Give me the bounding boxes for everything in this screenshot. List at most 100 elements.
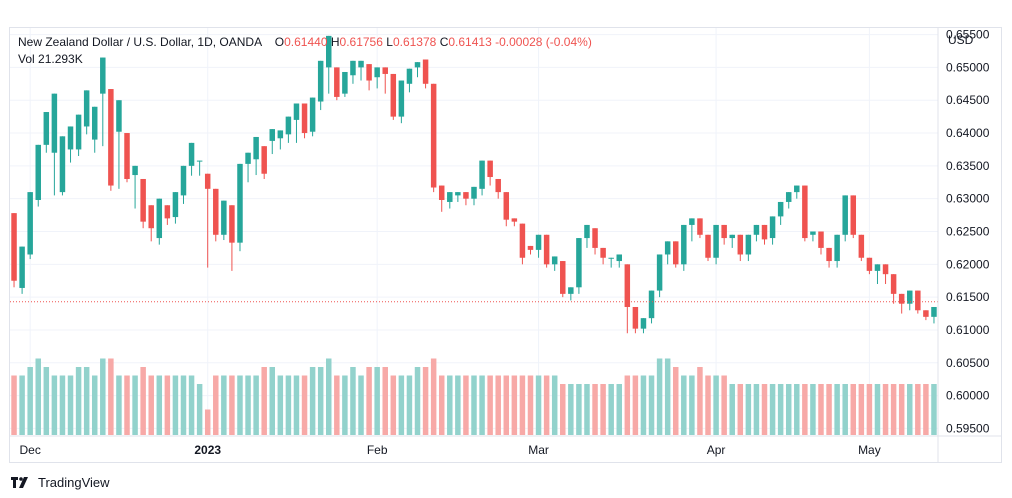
volume-bar bbox=[721, 375, 727, 435]
candle-body bbox=[866, 257, 873, 271]
volume-bar bbox=[285, 375, 292, 435]
candle-body bbox=[51, 93, 58, 153]
volume-bar bbox=[309, 367, 316, 435]
candle-body bbox=[253, 136, 259, 160]
candle-body bbox=[737, 234, 744, 255]
candle-body bbox=[664, 241, 671, 255]
volume-bar bbox=[83, 367, 90, 435]
candle-body bbox=[600, 247, 606, 258]
close-value: 0.61413 bbox=[448, 35, 492, 49]
candle-body bbox=[785, 192, 792, 202]
candle-body bbox=[810, 231, 816, 235]
volume-bar bbox=[67, 375, 74, 435]
volume-bar bbox=[777, 384, 784, 435]
candle-body bbox=[915, 290, 921, 311]
candle-body bbox=[624, 264, 631, 307]
candle-body bbox=[882, 264, 889, 275]
tradingview-logo-icon bbox=[11, 477, 28, 488]
volume-bar bbox=[91, 375, 98, 435]
candle-body bbox=[495, 178, 501, 193]
volume-bar bbox=[858, 384, 865, 435]
volume-bar bbox=[882, 384, 889, 435]
volume-bar bbox=[568, 384, 574, 435]
candle-body bbox=[568, 287, 574, 294]
candle-body bbox=[75, 114, 82, 150]
volume-bar bbox=[471, 375, 477, 435]
candle-body bbox=[471, 186, 477, 199]
candle-body bbox=[91, 106, 98, 140]
candle-body bbox=[713, 224, 719, 258]
volume-bar bbox=[245, 375, 251, 435]
candle-body bbox=[326, 35, 332, 68]
candle-body bbox=[19, 246, 25, 288]
volume-bar bbox=[543, 375, 550, 435]
volume-bar bbox=[132, 375, 138, 435]
tradingview-footer[interactable]: TradingView bbox=[10, 472, 110, 492]
volume-bar bbox=[931, 384, 937, 435]
volume-bar bbox=[785, 384, 792, 435]
price-tick-label: 0.60500 bbox=[946, 356, 990, 370]
volume-bar bbox=[826, 384, 832, 435]
volume-bar bbox=[511, 375, 518, 435]
candle-body bbox=[543, 234, 550, 265]
candle-body bbox=[503, 192, 510, 220]
volume-bar bbox=[640, 375, 647, 435]
volume-bar bbox=[729, 384, 735, 435]
volume-bar bbox=[576, 384, 582, 435]
price-tick-label: 0.64000 bbox=[946, 126, 990, 140]
volume-bar bbox=[116, 375, 122, 435]
price-tick-label: 0.61000 bbox=[946, 323, 990, 337]
volume-bar bbox=[713, 375, 719, 435]
volume-bar bbox=[382, 367, 388, 435]
volume-bar bbox=[584, 384, 590, 435]
time-tick-label: 2023 bbox=[194, 443, 221, 457]
candle-body bbox=[689, 218, 695, 225]
candle-body bbox=[672, 241, 679, 265]
volume-bar bbox=[414, 367, 421, 435]
candle-body bbox=[818, 231, 824, 248]
volume-bar bbox=[656, 358, 663, 435]
time-tick-label: Mar bbox=[528, 443, 549, 457]
volume-bar bbox=[253, 375, 259, 435]
candle-body bbox=[608, 257, 614, 259]
candle-body bbox=[301, 103, 308, 134]
volume-bar bbox=[794, 384, 800, 435]
candle-body bbox=[35, 144, 41, 200]
volume-bar bbox=[850, 384, 857, 435]
candle-body bbox=[931, 306, 937, 317]
candle-body bbox=[148, 205, 154, 229]
candle-body bbox=[285, 116, 292, 135]
candle-body bbox=[656, 254, 663, 291]
volume-bar bbox=[358, 375, 364, 435]
candle-body bbox=[237, 163, 243, 243]
candle-body bbox=[648, 290, 655, 319]
candle-body bbox=[923, 310, 929, 317]
candle-body bbox=[43, 112, 50, 145]
volume-bar bbox=[229, 375, 235, 435]
candle-body bbox=[116, 100, 122, 132]
volume-bar bbox=[19, 375, 25, 435]
volume-bar bbox=[495, 375, 501, 435]
candle-body bbox=[245, 152, 251, 164]
candle-body bbox=[204, 173, 211, 189]
candle-body bbox=[640, 318, 647, 329]
candle-body bbox=[390, 73, 397, 117]
candle-body bbox=[697, 218, 703, 235]
volume-bar bbox=[430, 358, 437, 435]
volume-bar bbox=[455, 375, 461, 435]
candle-body bbox=[83, 90, 90, 127]
volume-bar bbox=[923, 384, 929, 435]
volume-bars bbox=[11, 358, 937, 435]
volume-bar bbox=[108, 358, 114, 435]
candle-body bbox=[850, 195, 857, 235]
time-tick-label: Dec bbox=[20, 443, 41, 457]
price-tick-label: 0.62500 bbox=[946, 225, 990, 239]
candle-body bbox=[132, 165, 138, 176]
volume-bar bbox=[11, 375, 17, 435]
volume-bar bbox=[810, 384, 816, 435]
candle-body bbox=[802, 185, 808, 239]
candle-body bbox=[156, 198, 163, 239]
candle-body bbox=[140, 178, 146, 222]
volume-bar bbox=[269, 367, 276, 435]
